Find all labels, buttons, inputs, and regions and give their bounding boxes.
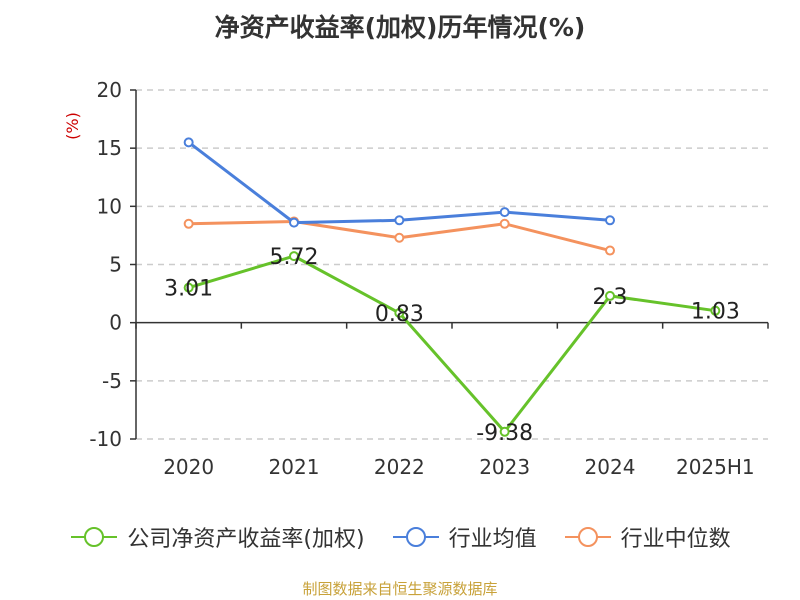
- y-tick-label: 20: [97, 78, 122, 102]
- legend-circle: [577, 527, 598, 547]
- series-line-0: [188, 254, 716, 434]
- data-label: -9.38: [476, 421, 533, 446]
- y-tick-label: 15: [97, 136, 122, 160]
- legend-circle: [84, 527, 105, 547]
- series-point-1: [394, 215, 405, 226]
- legend-item-2[interactable]: 行业中位数: [563, 521, 731, 553]
- y-axis-unit-label: (%): [63, 112, 82, 140]
- series-point-2: [499, 218, 510, 229]
- series-point-0: [289, 251, 299, 262]
- chart-title: 净资产收益率(加权)历年情况(%): [214, 13, 586, 42]
- series-point-1: [289, 217, 299, 228]
- source-note: 制图数据来自恒生聚源数据库: [302, 580, 498, 598]
- series-point-0: [710, 305, 721, 316]
- x-tick-label: 2022: [374, 455, 425, 479]
- y-tick-label: 10: [97, 194, 122, 218]
- data-label: 2.3: [593, 285, 628, 310]
- legend-marker-icon: [564, 527, 611, 547]
- data-label: 3.01: [164, 277, 213, 302]
- legend-label: 公司净资产收益率(加权): [127, 527, 365, 552]
- series-point-0: [394, 308, 405, 319]
- y-tick-label: 0: [109, 311, 122, 335]
- y-tick-label: -10: [89, 427, 122, 451]
- legend: 公司净资产收益率(加权) 行业均值 行业中位数: [0, 520, 800, 554]
- series-point-2: [183, 218, 194, 229]
- legend-item-0[interactable]: 公司净资产收益率(加权): [69, 521, 365, 553]
- series-line-1: [187, 141, 611, 225]
- x-tick-label: 2021: [269, 455, 320, 479]
- legend-marker-icon: [71, 527, 118, 547]
- x-tick-label: 2023: [479, 455, 530, 479]
- data-label: 1.03: [691, 300, 740, 325]
- series-point-0: [499, 426, 510, 437]
- legend-item-1[interactable]: 行业均值: [391, 521, 537, 553]
- series-point-0: [183, 282, 194, 293]
- y-tick-label: -5: [102, 369, 122, 393]
- series-point-2: [605, 245, 615, 256]
- grid-lines: [136, 89, 768, 440]
- series-lines: [183, 137, 721, 437]
- legend-label: 行业中位数: [620, 527, 731, 552]
- legend-circle: [405, 527, 426, 547]
- series-point-1: [183, 137, 194, 148]
- data-label: 0.83: [375, 302, 424, 327]
- x-tick-label: 2025H1: [676, 455, 755, 479]
- x-tick-label: 2020: [163, 455, 214, 479]
- series-point-2: [394, 232, 405, 243]
- y-tick-label: 5: [109, 253, 122, 277]
- legend-marker-icon: [392, 527, 439, 547]
- axes: 20 15 10 5 0 -5 -10 (%) 2020 2021 2022 2023 2024 2025…: [63, 78, 769, 479]
- series-point-1: [499, 207, 510, 218]
- series-point-1: [605, 215, 615, 226]
- series-point-0: [605, 290, 615, 301]
- x-tick-label: 2024: [585, 455, 636, 479]
- legend-label: 行业均值: [448, 527, 537, 552]
- data-labels: 3.01 5.72 0.83 -9.38 2.3 1.03: [164, 245, 740, 446]
- data-label: 5.72: [270, 245, 319, 270]
